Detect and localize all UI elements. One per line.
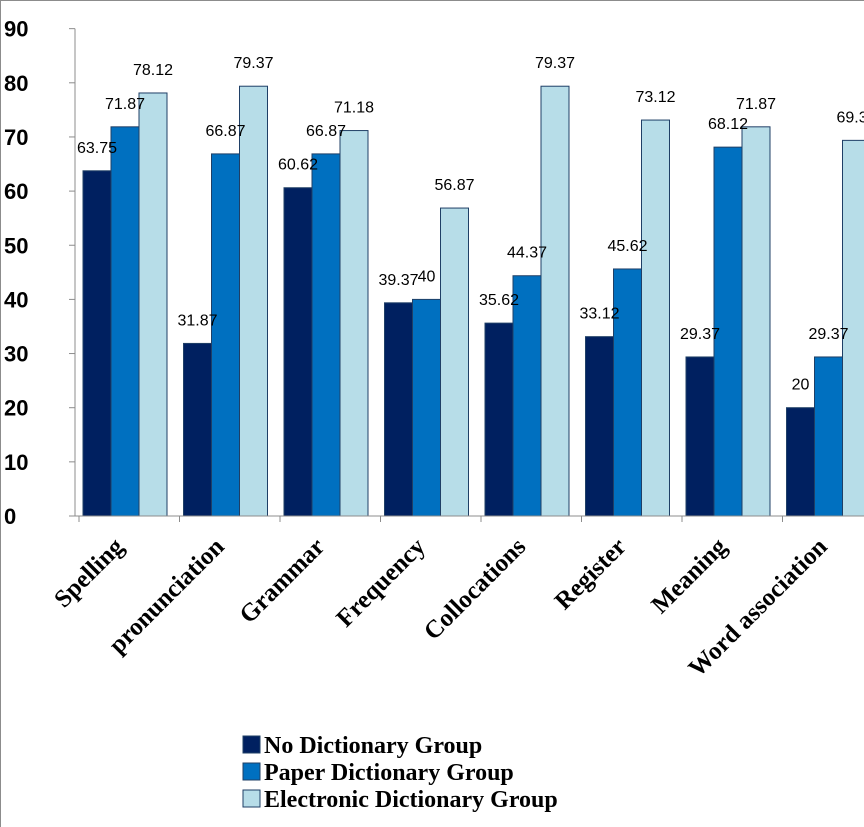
data-label: 79.37 (233, 55, 273, 72)
bars (82, 85, 864, 517)
data-label: 31.87 (177, 312, 217, 329)
data-label: 68.12 (708, 116, 748, 133)
data-label: 40 (418, 268, 436, 285)
bar (440, 207, 469, 517)
bar (239, 85, 268, 517)
bar (685, 356, 715, 517)
x-tick-label: Meaning (646, 533, 732, 619)
y-tick-label: 0 (4, 504, 16, 529)
data-label: 56.87 (434, 177, 474, 194)
bar (814, 356, 843, 517)
data-labels: 63.75 71.87 78.12 31.87 66.87 79.37 60.62 66.87… (77, 55, 864, 393)
bar (283, 187, 313, 517)
data-label: 20 (792, 377, 810, 394)
legend-label: Paper Dictionary Group (264, 760, 514, 786)
y-tick-label: 40 (4, 287, 28, 312)
data-label: 63.75 (77, 140, 117, 157)
bar (540, 85, 570, 517)
data-label: 44.37 (507, 245, 547, 262)
bar (110, 126, 140, 517)
legend-label: No Dictionary Group (264, 733, 482, 759)
bar (82, 170, 112, 517)
y-tick-label: 10 (4, 450, 28, 475)
legend-swatch (242, 735, 261, 754)
data-label: 69.37 (836, 109, 864, 126)
y-tick-label: 50 (4, 233, 28, 258)
data-label: 73.12 (635, 89, 675, 106)
bar (741, 126, 771, 517)
bar (183, 342, 212, 517)
bar (786, 407, 815, 517)
data-label: 66.87 (306, 123, 346, 140)
bar (484, 322, 514, 517)
bar (641, 119, 670, 517)
data-label: 60.62 (278, 157, 318, 174)
x-tick-label: Register (550, 533, 632, 615)
data-label: 39.37 (378, 272, 418, 289)
bar (339, 130, 369, 517)
data-label: 29.37 (808, 326, 848, 343)
data-label: 35.62 (479, 292, 519, 309)
legend-swatch (242, 789, 261, 808)
bar (585, 336, 614, 517)
data-label: 71.87 (736, 96, 776, 113)
y-axis: 0 10 20 30 40 50 60 70 80 90 (4, 17, 76, 529)
bar (412, 298, 441, 517)
legend-swatch (242, 762, 261, 781)
y-tick-label: 30 (4, 342, 28, 367)
data-label: 79.37 (535, 55, 575, 72)
x-tick-label: Frequency (331, 533, 431, 633)
bar (512, 275, 542, 517)
data-label: 71.18 (334, 100, 374, 117)
bar (311, 153, 341, 517)
data-label: 78.12 (133, 62, 173, 79)
legend-label: Electronic Dictionary Group (264, 787, 558, 813)
x-tick-label: Collocations (419, 533, 532, 646)
bar (613, 268, 642, 517)
bar (384, 302, 413, 517)
data-label: 33.12 (579, 306, 619, 323)
data-label: 45.62 (607, 238, 647, 255)
data-label: 71.87 (105, 96, 145, 113)
x-tick-label: Grammar (235, 533, 331, 629)
y-tick-label: 60 (4, 179, 28, 204)
y-tick-label: 70 (4, 125, 28, 150)
x-tick-label: Spelling (49, 533, 129, 613)
y-tick-label: 20 (4, 396, 28, 421)
data-label: 29.37 (680, 326, 720, 343)
bar (211, 153, 240, 517)
data-label: 66.87 (205, 123, 245, 140)
y-tick-label: 80 (4, 71, 28, 96)
y-tick-label: 90 (4, 17, 28, 42)
bar (138, 92, 168, 517)
